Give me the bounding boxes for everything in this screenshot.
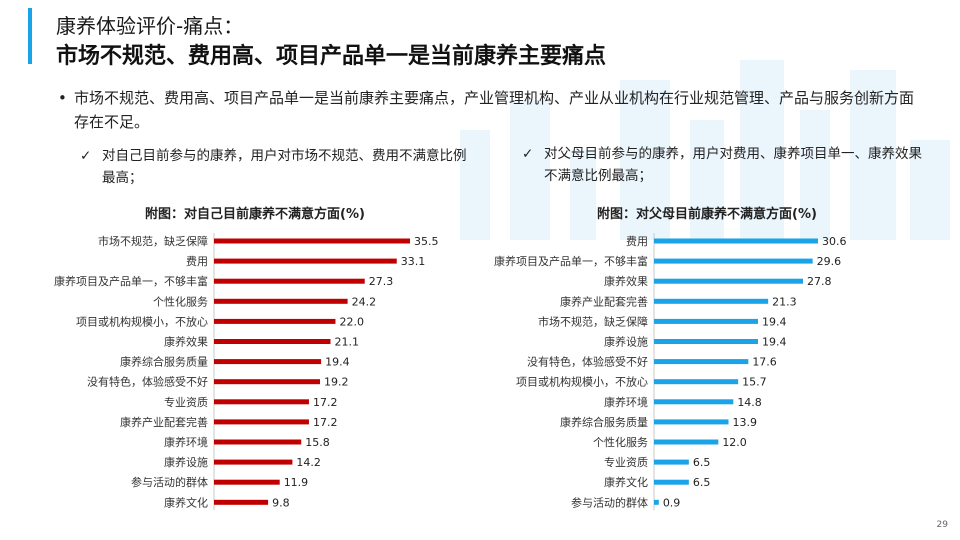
value-label: 6.5 [693, 476, 711, 489]
value-label: 27.3 [369, 275, 394, 288]
value-label: 35.5 [414, 235, 439, 248]
page-number: 29 [936, 520, 948, 530]
bar [654, 439, 719, 445]
value-label: 0.9 [663, 496, 681, 509]
value-label: 14.8 [737, 396, 762, 409]
category-label: 康养效果 [604, 274, 648, 288]
bar [214, 479, 280, 485]
bar [214, 278, 365, 284]
bar [214, 439, 302, 445]
slide-subtitle: 市场不规范、费用高、项目产品单一是当前康养主要痛点 [56, 44, 607, 69]
category-label: 没有特色，体验感受不好 [87, 375, 208, 389]
value-label: 17.2 [313, 396, 338, 409]
value-label: 27.8 [807, 275, 832, 288]
value-label: 6.5 [693, 456, 711, 469]
bar [654, 459, 689, 465]
category-label: 康养产业配套完善 [120, 415, 208, 429]
value-label: 17.2 [313, 416, 338, 429]
bar [654, 298, 769, 304]
value-label: 9.8 [272, 496, 290, 509]
category-label: 参与活动的群体 [131, 475, 208, 489]
value-label: 11.9 [284, 476, 309, 489]
title-accent-bar [28, 8, 32, 64]
category-label: 市场不规范，缺乏保障 [98, 234, 208, 248]
value-label: 19.2 [324, 376, 349, 389]
value-label: 15.8 [305, 436, 330, 449]
category-label: 康养项目及产品单一，不够丰富 [54, 274, 208, 288]
value-label: 21.1 [334, 336, 359, 349]
bar [214, 459, 293, 465]
bullet-marker: • [58, 89, 67, 107]
right-bar-chart: 费用 30.6 康养项目及产品单一，不够丰富 29.6 康养效果 27.8 康养产业配套完善… [494, 233, 847, 511]
category-label: 个性化服务 [153, 294, 208, 308]
category-label: 康养项目及产品单一，不够丰富 [494, 254, 648, 268]
category-label: 项目或机构规模小，不放心 [516, 375, 648, 389]
value-label: 33.1 [401, 255, 426, 268]
value-label: 13.9 [732, 416, 757, 429]
value-label: 14.2 [296, 456, 321, 469]
bar [654, 379, 739, 385]
category-label: 康养环境 [604, 395, 648, 409]
value-label: 21.3 [772, 295, 797, 308]
value-label: 17.6 [752, 356, 777, 369]
bar [214, 379, 321, 385]
value-label: 19.4 [762, 315, 787, 328]
bar [654, 419, 729, 425]
left-note-text: 对自己目前参与的康养，用户对市场不规范、费用不满意比例最高； [102, 148, 467, 186]
category-label: 费用 [626, 235, 648, 248]
slide-title: 康养体验评价-痛点： [56, 14, 244, 38]
category-label: 康养设施 [604, 335, 648, 349]
bar [214, 499, 269, 505]
value-label: 15.7 [742, 376, 767, 389]
category-label: 没有特色，体验感受不好 [527, 355, 648, 369]
bar [654, 359, 749, 365]
bar [214, 298, 348, 304]
right-note-text: 对父母目前参与的康养，用户对费用、康养项目单一、康养效果不满意比例最高； [544, 146, 922, 184]
value-label: 19.4 [325, 356, 350, 369]
category-label: 个性化服务 [593, 435, 648, 449]
category-label: 专业资质 [164, 395, 208, 409]
category-label: 康养环境 [164, 435, 208, 449]
left-chart-title: 附图：对自己目前康养不满意方面(%) [145, 207, 365, 222]
bar [214, 419, 309, 425]
bar [214, 399, 309, 405]
right-chart-title: 附图：对父母目前康养不满意方面(%) [597, 207, 817, 222]
category-label: 康养文化 [604, 475, 648, 489]
category-label: 市场不规范，缺乏保障 [538, 314, 648, 328]
bar [214, 318, 336, 324]
category-label: 康养设施 [164, 455, 208, 469]
bar [654, 278, 803, 284]
value-label: 30.6 [822, 235, 847, 248]
bar [214, 238, 410, 244]
category-label: 康养综合服务质量 [120, 355, 208, 369]
checkmark-icon: ✓ [522, 146, 534, 162]
category-label: 康养效果 [164, 335, 208, 349]
category-label: 费用 [186, 255, 208, 268]
category-label: 参与活动的群体 [571, 495, 648, 509]
bar [214, 258, 397, 264]
bar [214, 339, 331, 344]
category-label: 专业资质 [604, 455, 648, 469]
value-label: 29.6 [817, 255, 842, 268]
category-label: 康养文化 [164, 495, 208, 509]
value-label: 22.0 [339, 315, 364, 328]
value-label: 24.2 [352, 295, 377, 308]
bar [654, 399, 734, 405]
bar [214, 359, 322, 365]
summary-text: 市场不规范、费用高、项目产品单一是当前康养主要痛点，产业管理机构、产业从业机构在… [74, 89, 915, 131]
bar [654, 318, 758, 324]
left-bar-chart: 市场不规范，缺乏保障 35.5 费用 33.1 康养项目及产品单一，不够丰富 27.3 个性… [54, 233, 439, 511]
bar [654, 258, 813, 264]
category-label: 康养产业配套完善 [560, 294, 648, 308]
value-label: 19.4 [762, 336, 787, 349]
value-label: 12.0 [722, 436, 747, 449]
bar [654, 339, 758, 344]
bar [654, 238, 818, 244]
category-label: 项目或机构规模小，不放心 [76, 314, 208, 328]
checkmark-icon: ✓ [80, 148, 92, 164]
bar [654, 499, 659, 505]
category-label: 康养综合服务质量 [560, 415, 648, 429]
bar [654, 479, 689, 485]
